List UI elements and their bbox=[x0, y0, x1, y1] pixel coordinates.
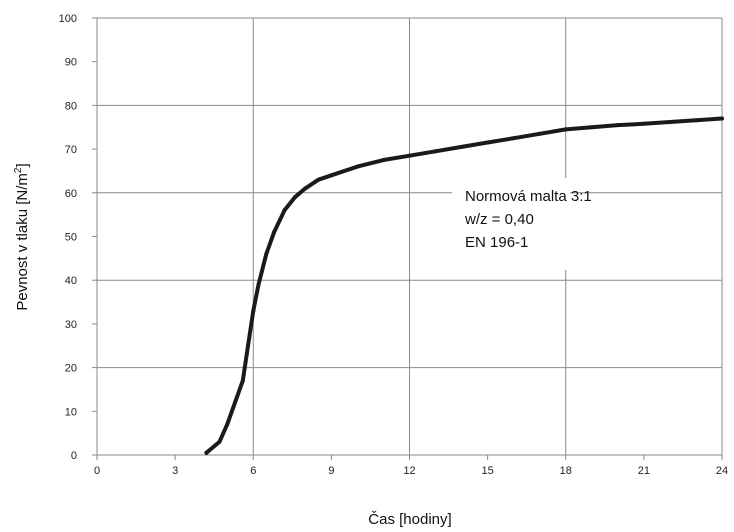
y-tick-label-30: 30 bbox=[65, 319, 77, 331]
data-point-0-9 bbox=[272, 230, 277, 235]
data-point-0-2 bbox=[225, 422, 230, 427]
data-point-0-23 bbox=[563, 127, 568, 132]
annotation-box: Normová malta 3:1 w/z = 0,40 EN 196-1 bbox=[452, 178, 592, 270]
data-point-0-17 bbox=[407, 153, 412, 158]
data-point-0-10 bbox=[282, 208, 287, 213]
x-tick-label-18: 18 bbox=[560, 465, 572, 477]
data-point-0-7 bbox=[256, 282, 261, 287]
data-point-0-15 bbox=[355, 164, 360, 169]
x-tick-label-9: 9 bbox=[328, 465, 334, 477]
y-tick-label-90: 90 bbox=[65, 57, 77, 69]
annotation-line-3: EN 196-1 bbox=[465, 234, 528, 251]
data-point-0-20 bbox=[485, 140, 490, 145]
y-tick-label-60: 60 bbox=[65, 188, 77, 200]
y-tick-label-80: 80 bbox=[65, 100, 77, 112]
y-axis-title-main: Pevnost v tlaku [N/m bbox=[14, 173, 31, 311]
data-point-0-4 bbox=[240, 378, 245, 383]
data-point-0-27 bbox=[667, 120, 672, 124]
data-point-0-5 bbox=[246, 343, 250, 348]
data-point-0-22 bbox=[537, 131, 542, 136]
y-axis-title-close: ] bbox=[14, 163, 31, 167]
y-tick-label-0: 0 bbox=[71, 450, 77, 462]
series-layer bbox=[204, 116, 724, 455]
series-line-0 bbox=[204, 116, 724, 455]
data-point-0-1 bbox=[217, 439, 222, 444]
annotation-line-1: Normová malta 3:1 bbox=[465, 188, 592, 205]
y-tick-label-100: 100 bbox=[59, 13, 77, 25]
data-point-0-25 bbox=[615, 123, 620, 128]
data-point-0-3 bbox=[233, 400, 237, 405]
data-point-0-26 bbox=[641, 121, 646, 126]
data-point-0-6 bbox=[251, 308, 256, 313]
x-tick-label-24: 24 bbox=[716, 465, 728, 477]
data-point-0-29 bbox=[720, 116, 724, 121]
data-point-0-11 bbox=[292, 195, 297, 200]
y-tick-label-40: 40 bbox=[65, 275, 77, 287]
data-point-0-0 bbox=[204, 450, 209, 455]
y-tick-label-10: 10 bbox=[65, 406, 77, 418]
y-axis-title-superscript: 2 bbox=[13, 167, 24, 173]
x-tick-label-6: 6 bbox=[250, 465, 256, 477]
x-tick-label-12: 12 bbox=[403, 465, 415, 477]
x-axis-title: Čas [hodiny] bbox=[368, 511, 451, 528]
y-tick-label-50: 50 bbox=[65, 232, 77, 244]
data-point-0-21 bbox=[511, 136, 516, 141]
annotation-background bbox=[452, 178, 570, 270]
y-tick-label-70: 70 bbox=[65, 144, 77, 156]
gridlines bbox=[97, 18, 722, 455]
data-point-0-28 bbox=[694, 118, 698, 123]
y-axis-title: Pevnost v tlaku [N/m2] bbox=[13, 163, 31, 310]
data-point-0-13 bbox=[316, 177, 321, 182]
annotation-line-2: w/z = 0,40 bbox=[464, 211, 534, 228]
data-point-0-24 bbox=[589, 125, 594, 130]
data-point-0-12 bbox=[303, 186, 308, 191]
x-tick-label-15: 15 bbox=[482, 465, 494, 477]
data-point-0-18 bbox=[433, 149, 438, 154]
x-tick-label-3: 3 bbox=[172, 465, 178, 477]
x-tick-label-0: 0 bbox=[94, 465, 100, 477]
data-point-0-14 bbox=[329, 173, 334, 178]
data-point-0-16 bbox=[381, 158, 386, 162]
axes: 0 3 6 9 12 15 18 21 24 0 10 20 30 40 50 60 70 80 90 100 bbox=[59, 13, 728, 477]
x-tick-label-21: 21 bbox=[638, 465, 650, 477]
data-point-0-19 bbox=[459, 144, 464, 149]
data-point-0-8 bbox=[264, 252, 269, 256]
y-tick-label-20: 20 bbox=[65, 363, 77, 375]
